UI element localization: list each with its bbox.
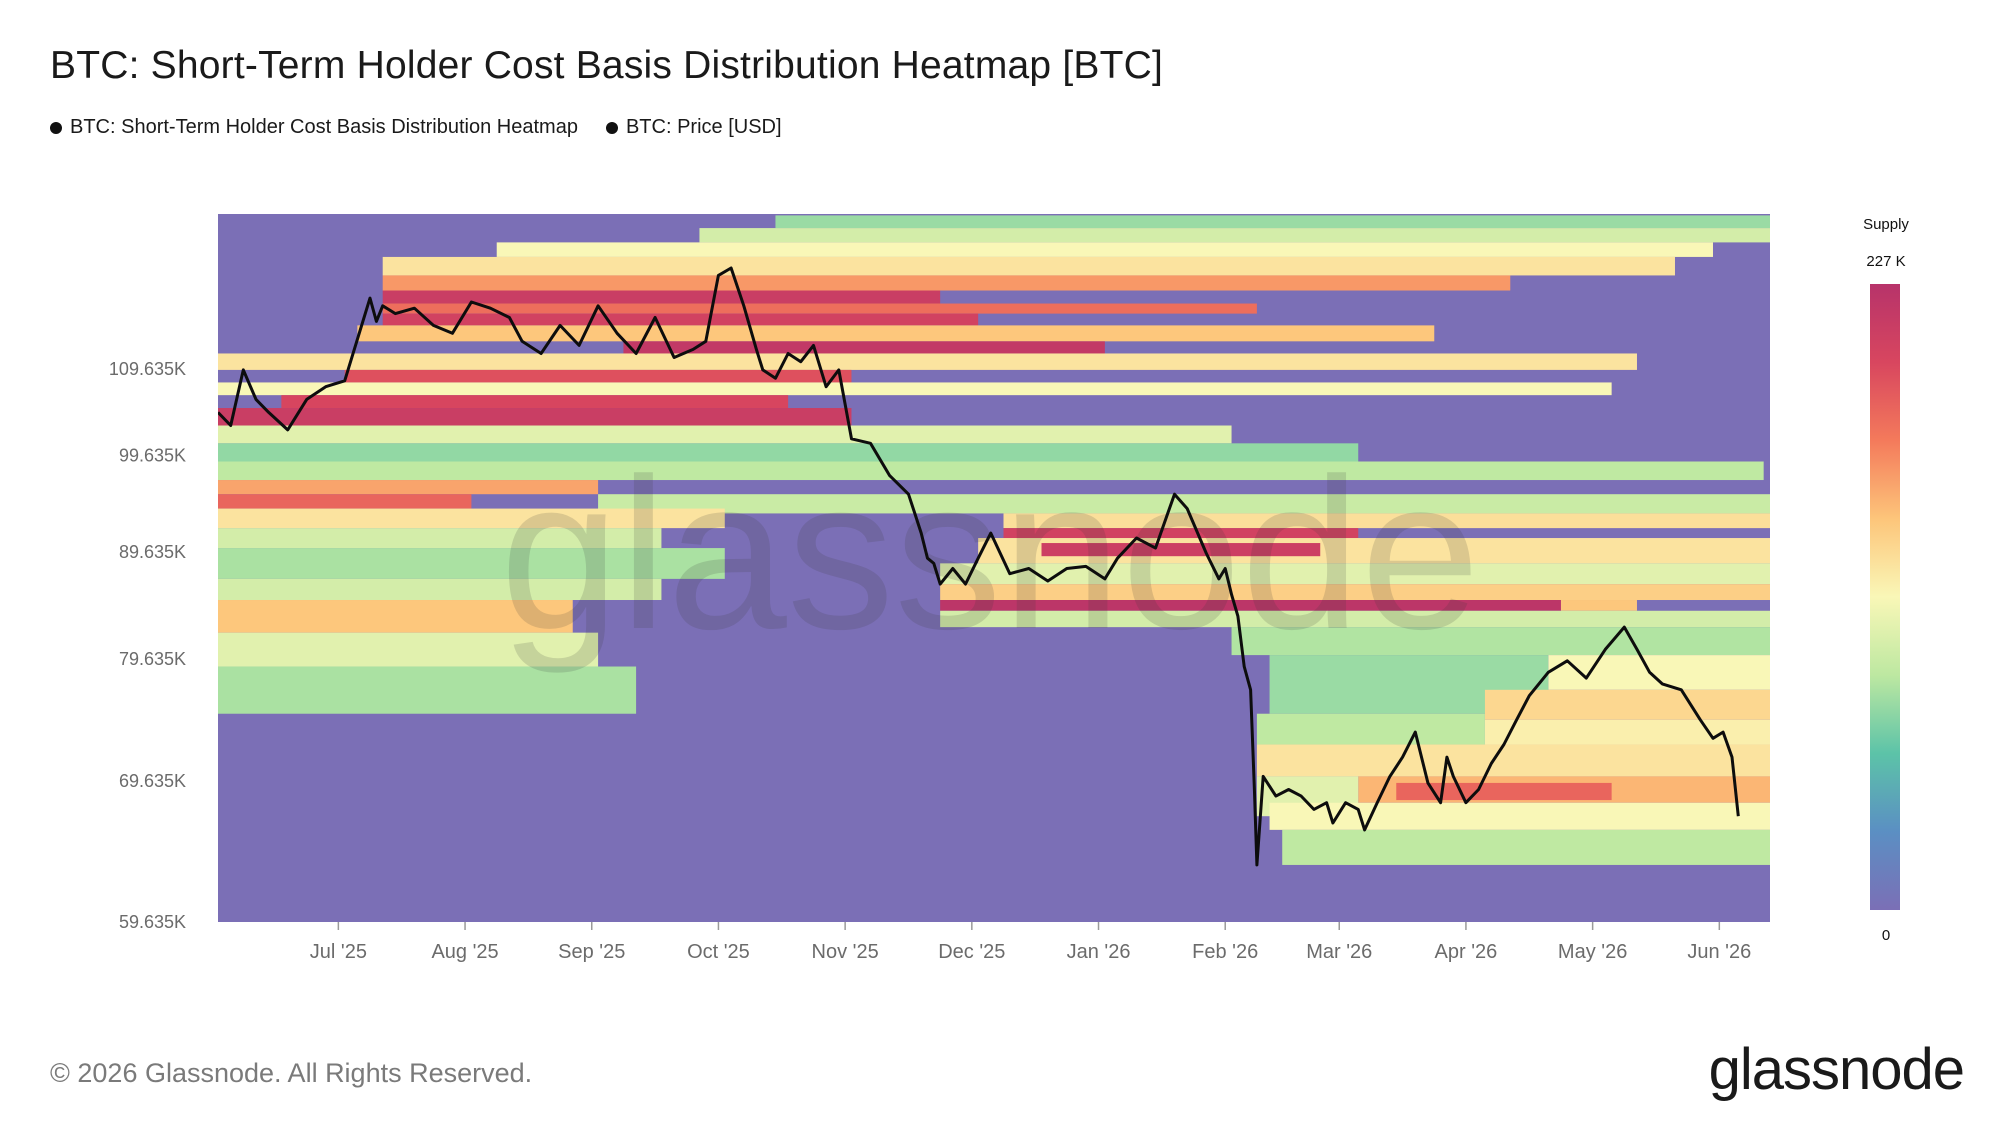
heatmap-band — [218, 461, 1764, 481]
x-tick-label: Feb '26 — [1192, 941, 1258, 963]
price-line-layer — [218, 266, 1740, 867]
heatmap-band — [382, 256, 1675, 276]
heatmap-band — [218, 480, 599, 495]
heatmap-band — [496, 242, 1713, 257]
heatmap-band — [940, 584, 1770, 601]
heatmap-band — [218, 548, 725, 579]
heatmap-band — [1003, 528, 1359, 539]
colorbar-max-label: 227 K — [1866, 253, 1905, 270]
heatmap-band — [623, 341, 1105, 354]
y-tick-label: 59.635K — [119, 912, 186, 932]
x-tick-label: Nov '25 — [812, 941, 879, 963]
x-tick-label: Jun '26 — [1687, 941, 1751, 963]
legend-dot — [50, 121, 62, 134]
legend-label: BTC: Short-Term Holder Cost Basis Distri… — [70, 116, 578, 138]
colorbar-title: Supply — [1863, 216, 1909, 233]
x-tick-label: Mar '26 — [1306, 941, 1372, 963]
heatmap-band — [699, 228, 1770, 243]
y-tick-label: 99.635K — [119, 446, 186, 466]
x-tick-label: Oct '25 — [687, 941, 750, 963]
colorbar: Supply 227 K 0 — [1863, 216, 1909, 944]
heatmap-band — [940, 610, 1770, 628]
legend-item-heatmap[interactable]: BTC: Short-Term Holder Cost Basis Distri… — [50, 116, 578, 139]
y-tick-label: 79.635K — [119, 649, 186, 669]
heatmap-band — [218, 382, 1612, 396]
heatmap-band — [1548, 655, 1770, 690]
heatmap-band — [218, 494, 472, 509]
heatmap-band — [218, 578, 662, 601]
heatmap-band — [1231, 627, 1770, 656]
price-line — [218, 266, 1740, 867]
heatmap-band — [1256, 713, 1485, 745]
heatmap — [218, 214, 1770, 922]
heatmap-band — [218, 408, 852, 426]
heatmap-band — [382, 275, 1511, 291]
legend-dot — [605, 121, 618, 134]
heatmap-band — [940, 563, 1770, 585]
heatmap-band — [1560, 600, 1637, 611]
x-tick-label: Apr '26 — [1435, 941, 1498, 963]
heatmap-band — [1282, 829, 1770, 865]
y-tick-label: 89.635K — [119, 542, 186, 562]
heatmap-band — [1484, 689, 1770, 720]
glassnode-logo[interactable]: glassnode — [1708, 1037, 1965, 1102]
heatmap-band — [1256, 744, 1770, 777]
heatmap-band — [218, 632, 599, 667]
heatmap-band — [1041, 543, 1321, 557]
watermark: glassnode — [500, 433, 1480, 674]
heatmap-band — [357, 325, 1435, 342]
x-tick-label: Dec '25 — [938, 941, 1005, 963]
x-tick-label: Jan '26 — [1067, 941, 1131, 963]
heatmap-band — [382, 303, 1257, 314]
x-tick-label: Aug '25 — [431, 941, 498, 963]
y-tick-label: 109.635K — [109, 359, 186, 379]
y-tick-label: 69.635K — [119, 771, 186, 791]
heatmap-band — [218, 425, 1232, 444]
legend-item-price[interactable]: BTC: Price [USD] — [605, 116, 782, 139]
y-axis: 59.635K 69.635K 79.635K 89.635K 99.635K 109.6… — [109, 359, 186, 932]
x-tick-label: Sep '25 — [558, 941, 625, 963]
heatmap-band — [218, 528, 662, 549]
heatmap-band — [218, 353, 1637, 370]
heatmap-band — [218, 600, 573, 633]
heatmap-band — [218, 508, 725, 529]
heatmap-band — [218, 443, 1359, 462]
legend-label: BTC: Price [USD] — [625, 116, 782, 138]
footer-copyright: © 2026 Glassnode. All Rights Reserved. — [50, 1058, 533, 1088]
legend: BTC: Short-Term Holder Cost Basis Distri… — [50, 116, 782, 139]
heatmap-band — [382, 313, 979, 326]
chart-title: BTC: Short-Term Holder Cost Basis Distri… — [50, 44, 1163, 87]
x-tick-label: May '26 — [1558, 941, 1627, 963]
heatmap-band — [940, 600, 1561, 611]
heatmap-band — [218, 666, 637, 714]
heatmap-band — [344, 369, 852, 383]
x-axis: Jul '25 Aug '25 Sep '25 Oct '25 Nov '25 Dec '… — [310, 922, 1751, 963]
x-tick-label: Jul '25 — [310, 941, 367, 963]
heatmap-band — [775, 215, 1770, 229]
heatmap-band — [281, 395, 789, 409]
heatmap-band — [1396, 782, 1612, 801]
colorbar-min-label: 0 — [1882, 927, 1890, 944]
heatmap-band — [382, 290, 941, 304]
colorbar-gradient — [1870, 284, 1900, 910]
